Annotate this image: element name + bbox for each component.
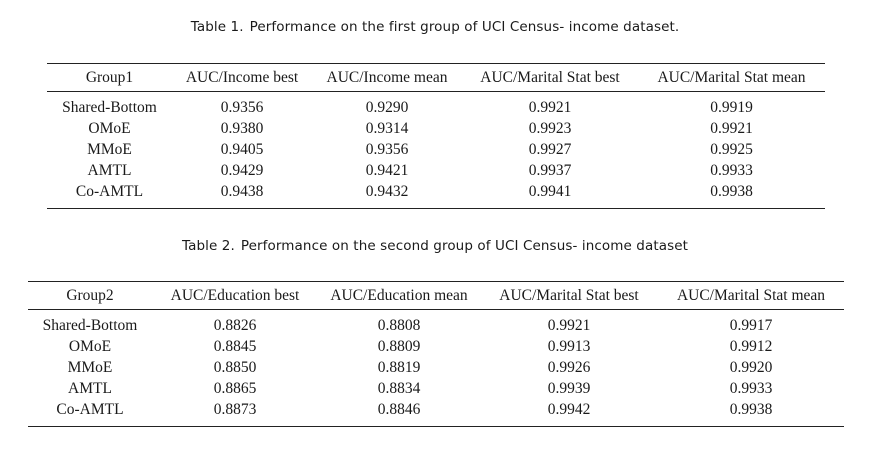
table-cell: 0.9919 bbox=[710, 98, 753, 116]
table-cell: 0.8826 bbox=[213, 316, 257, 334]
table-cell: 0.9921 bbox=[528, 98, 572, 116]
table-row: MMoE 0.9405 0.9356 0.9927 0.9925 bbox=[47, 139, 825, 160]
table2-caption: Table 2. Performance on the second group … bbox=[0, 238, 870, 254]
table-cell: 0.9921 bbox=[547, 316, 591, 334]
table-cell: 0.9913 bbox=[547, 337, 591, 355]
row-label: Shared-Bottom bbox=[42, 316, 138, 334]
table-cell: 0.9926 bbox=[547, 358, 591, 376]
table-row: OMoE 0.8845 0.8809 0.9913 0.9912 bbox=[28, 336, 844, 357]
table1-header-col4: AUC/Marital Stat mean bbox=[657, 68, 806, 86]
table-cell: 0.9438 bbox=[220, 182, 264, 200]
row-label: MMoE bbox=[87, 140, 132, 158]
table-cell: 0.8873 bbox=[213, 400, 257, 418]
table-cell: 0.9939 bbox=[547, 379, 591, 397]
table-cell: 0.9927 bbox=[528, 140, 572, 158]
table-cell: 0.9380 bbox=[220, 119, 264, 137]
table-cell: 0.9933 bbox=[710, 161, 753, 179]
table-cell: 0.9405 bbox=[220, 140, 264, 158]
row-label: Shared-Bottom bbox=[62, 98, 157, 116]
table-row: AMTL 0.9429 0.9421 0.9937 0.9933 bbox=[47, 160, 825, 181]
table-cell: 0.9923 bbox=[528, 119, 572, 137]
table-cell: 0.9421 bbox=[365, 161, 409, 179]
table-cell: 0.9356 bbox=[220, 98, 264, 116]
table-row: Shared-Bottom 0.9356 0.9290 0.9921 0.991… bbox=[47, 92, 825, 119]
table-row: MMoE 0.8850 0.8819 0.9926 0.9920 bbox=[28, 357, 844, 378]
table1-caption-text: Performance on the first group of UCI Ce… bbox=[249, 19, 680, 35]
table2-header-col2: AUC/Education mean bbox=[330, 286, 468, 304]
table-cell: 0.8819 bbox=[377, 358, 421, 376]
table-cell: 0.8846 bbox=[377, 400, 421, 418]
table-row: OMoE 0.9380 0.9314 0.9923 0.9921 bbox=[47, 118, 825, 139]
table-cell: 0.8834 bbox=[377, 379, 421, 397]
table1-header-col3: AUC/Marital Stat best bbox=[480, 68, 620, 86]
row-label: Co-AMTL bbox=[75, 182, 144, 200]
table-cell: 0.8845 bbox=[213, 337, 257, 355]
table-cell: 0.9356 bbox=[365, 140, 409, 158]
table1-header-row: Group1 AUC/Income best AUC/Income mean A… bbox=[47, 63, 825, 92]
table-cell: 0.9921 bbox=[710, 119, 753, 137]
table-cell: 0.9920 bbox=[729, 358, 773, 376]
table-cell: 0.8850 bbox=[213, 358, 257, 376]
table-row: Co-AMTL 0.8873 0.8846 0.9942 0.9938 bbox=[28, 399, 844, 427]
table-cell: 0.9925 bbox=[710, 140, 753, 158]
table-row: Shared-Bottom 0.8826 0.8808 0.9921 0.991… bbox=[28, 310, 844, 337]
table2-header-col1: AUC/Education best bbox=[170, 286, 300, 304]
table1-header-col2: AUC/Income mean bbox=[326, 68, 448, 86]
table2-header-col4: AUC/Marital Stat mean bbox=[676, 286, 826, 304]
table-cell: 0.9290 bbox=[365, 98, 409, 116]
table2: Group2 AUC/Education best AUC/Education … bbox=[28, 281, 844, 427]
table-cell: 0.9938 bbox=[710, 182, 753, 200]
table1-header-col1: AUC/Income best bbox=[185, 68, 299, 86]
table-cell: 0.9432 bbox=[365, 182, 409, 200]
row-label: OMoE bbox=[68, 337, 112, 355]
table-cell: 0.9314 bbox=[365, 119, 409, 137]
table1-header-group: Group1 bbox=[85, 68, 134, 86]
table-cell: 0.9933 bbox=[729, 379, 773, 397]
table-cell: 0.8809 bbox=[377, 337, 421, 355]
table2-caption-text: Performance on the second group of UCI C… bbox=[240, 238, 689, 254]
table-cell: 0.9912 bbox=[729, 337, 773, 355]
table2-header-group: Group2 bbox=[66, 286, 114, 304]
table1-caption-number: Table 1. bbox=[190, 19, 244, 35]
row-label: OMoE bbox=[88, 119, 131, 137]
table1: Group1 AUC/Income best AUC/Income mean A… bbox=[47, 63, 825, 209]
table-cell: 0.9941 bbox=[528, 182, 572, 200]
table-row: Co-AMTL 0.9438 0.9432 0.9941 0.9938 bbox=[47, 181, 825, 209]
row-label: AMTL bbox=[68, 379, 112, 397]
table-cell: 0.9938 bbox=[729, 400, 773, 418]
table-cell: 0.9917 bbox=[729, 316, 773, 334]
table-row: AMTL 0.8865 0.8834 0.9939 0.9933 bbox=[28, 378, 844, 399]
row-label: MMoE bbox=[67, 358, 113, 376]
table2-header-col3: AUC/Marital Stat best bbox=[499, 286, 639, 304]
table-cell: 0.8865 bbox=[213, 379, 257, 397]
table-cell: 0.8808 bbox=[377, 316, 421, 334]
table2-caption-number: Table 2. bbox=[181, 238, 235, 254]
table-cell: 0.9942 bbox=[547, 400, 591, 418]
table1-caption: Table 1. Performance on the first group o… bbox=[0, 19, 870, 35]
row-label: AMTL bbox=[87, 161, 132, 179]
table-cell: 0.9429 bbox=[220, 161, 264, 179]
row-label: Co-AMTL bbox=[56, 400, 124, 418]
table-cell: 0.9937 bbox=[528, 161, 572, 179]
table2-header-row: Group2 AUC/Education best AUC/Education … bbox=[28, 281, 844, 310]
